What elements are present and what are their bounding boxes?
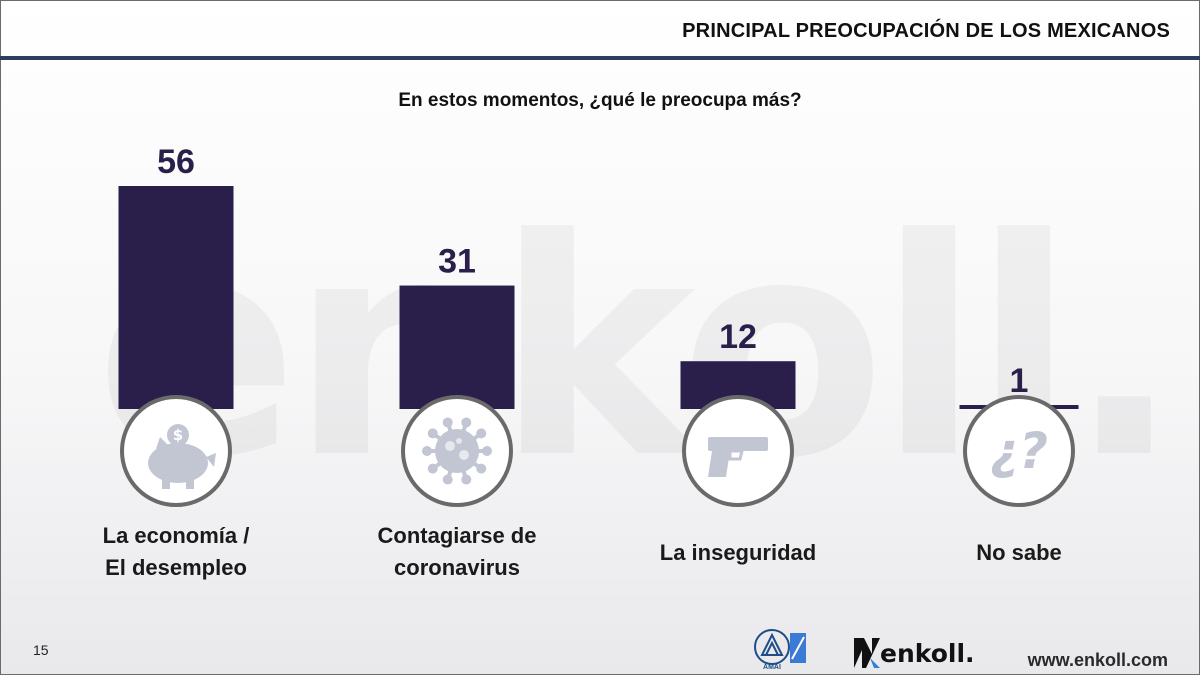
header-divider — [0, 56, 1200, 60]
chart-question: En estos momentos, ¿qué le preocupa más? — [398, 90, 802, 111]
page-title: PRINCIPAL PREOCUPACIÓN DE LOS MEXICANOS — [682, 20, 1170, 42]
bar-value-label-2: 12 — [719, 318, 757, 356]
piggy-bank-icon: $ — [120, 395, 232, 507]
page-number: 15 — [33, 642, 49, 658]
virus-icon — [401, 395, 513, 507]
category-label-3-0: No sabe — [976, 540, 1062, 565]
bar-value-label-3: 1 — [1010, 362, 1029, 400]
question-icon: ¿? — [963, 395, 1075, 507]
category-label-0-1: El desempleo — [105, 555, 247, 580]
footer-url: www.enkoll.com — [1027, 650, 1168, 670]
svg-text:¿?: ¿? — [990, 422, 1048, 480]
amai-logo-text: AMAI — [763, 664, 781, 671]
bar-0 — [118, 186, 234, 409]
bar-value-label-1: 31 — [438, 243, 476, 281]
enkoll-logo: enkoll. — [852, 634, 992, 674]
bar-1 — [399, 285, 515, 409]
amai-logo: AMAI — [754, 629, 806, 671]
bar-value-label-0: 56 — [157, 143, 195, 181]
enkoll-mark-icon — [854, 638, 880, 668]
gun-icon — [682, 395, 794, 507]
enkoll-logo-text: enkoll. — [880, 639, 975, 668]
category-label-2-0: La inseguridad — [660, 540, 816, 565]
category-label-1-1: coronavirus — [394, 555, 520, 580]
category-label-1-0: Contagiarse de — [378, 523, 537, 548]
category-label-0-0: La economía / — [103, 523, 250, 548]
svg-text:$: $ — [173, 426, 183, 444]
